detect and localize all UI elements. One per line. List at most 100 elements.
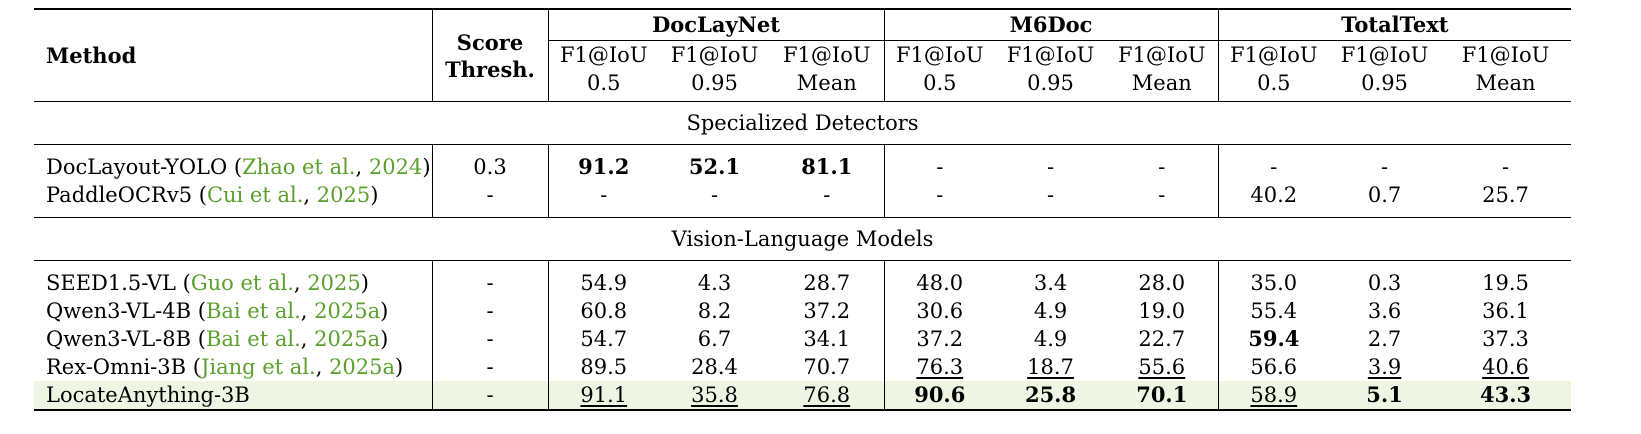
method-name-cell: DocLayout-YOLO (Zhao et al., 2024) bbox=[34, 153, 432, 181]
metric-value-text: 37.2 bbox=[916, 327, 964, 351]
metric-header-row-2: 0.5 0.95 Mean 0.5 0.95 Mean 0.5 0.95 Mean bbox=[34, 69, 1572, 102]
citation-author: Bai et al. bbox=[205, 299, 301, 323]
metric-header-threshold: Mean bbox=[1475, 71, 1536, 95]
metric-header-f1-iou: F1@IoU bbox=[1461, 43, 1550, 67]
metric-value: 3.6 bbox=[1329, 297, 1440, 325]
metric-value-text: 3.6 bbox=[1367, 299, 1402, 323]
metric-value: 3.4 bbox=[995, 269, 1106, 297]
metric-value-text: 55.6 bbox=[1138, 355, 1186, 379]
metric-header-f1-iou: F1@IoU bbox=[883, 40, 996, 69]
metric-value: 25.7 bbox=[1440, 181, 1571, 209]
metric-value: - bbox=[1106, 153, 1218, 181]
metric-value-text: 35.0 bbox=[1250, 271, 1298, 295]
citation-author: Guo et al. bbox=[190, 271, 294, 295]
metric-value: 28.0 bbox=[1106, 269, 1218, 297]
metric-value-text: - bbox=[823, 183, 831, 207]
metric-value: 19.5 bbox=[1440, 269, 1571, 297]
group-header-m6doc: M6Doc bbox=[883, 9, 1219, 41]
table-row: PaddleOCRv5 (Cui et al., 2025) - - - - - - -40.… bbox=[34, 181, 1571, 209]
metric-value-text: - bbox=[1046, 183, 1055, 207]
citation-close: ) bbox=[380, 327, 389, 351]
metric-value: - bbox=[995, 153, 1106, 181]
metric-value: 89.5 bbox=[547, 353, 659, 381]
method-name: Qwen3-VL-4B ( bbox=[46, 299, 206, 323]
metric-value-text: 4.9 bbox=[1033, 299, 1068, 323]
metric-value: 90.6 bbox=[883, 381, 996, 410]
method-name: LocateAnything-3B bbox=[46, 383, 250, 407]
metric-value: 34.1 bbox=[770, 325, 884, 353]
metric-value: - bbox=[547, 181, 659, 209]
spacer-row bbox=[34, 209, 1571, 218]
metric-value-text: 25.8 bbox=[1024, 382, 1077, 407]
metric-header-threshold: 0.5 bbox=[1217, 69, 1330, 102]
metric-header-f1-iou: F1@IoU bbox=[782, 43, 871, 67]
metric-value: 55.4 bbox=[1217, 297, 1330, 325]
metric-value: 35.0 bbox=[1217, 269, 1330, 297]
metric-value-text: 36.1 bbox=[1482, 299, 1529, 323]
metric-value: 37.2 bbox=[883, 325, 996, 353]
metric-value: 76.8 bbox=[770, 381, 885, 410]
metric-value-text: 3.9 bbox=[1367, 355, 1402, 379]
metric-value: 81.1 bbox=[770, 153, 884, 181]
metric-value-text: 2.7 bbox=[1367, 327, 1402, 351]
metric-value: 52.1 bbox=[659, 153, 770, 181]
results-table-container: Method Score Thresh. DocLayNet M6Doc Tot… bbox=[34, 8, 1572, 411]
metric-header-f1-iou: F1@IoU bbox=[1340, 43, 1429, 67]
section-title: Vision-Language Models bbox=[671, 227, 934, 251]
citation-year: 2025 bbox=[307, 271, 361, 295]
metric-value: 4.9 bbox=[995, 325, 1106, 353]
method-name-cell: Qwen3-VL-8B (Bai et al., 2025a) bbox=[34, 325, 432, 353]
method-name: SEED1.5-VL ( bbox=[46, 271, 191, 295]
method-name-cell: LocateAnything-3B bbox=[34, 381, 432, 410]
metric-value: 70.7 bbox=[770, 353, 884, 381]
table-row: LocateAnything-3B - 91.1 35.8 76.8 90.6 25.8 70… bbox=[34, 381, 1572, 410]
citation-year: 2025a bbox=[329, 355, 396, 379]
score-thresh-value: - bbox=[431, 325, 548, 353]
metric-header-threshold: 0.5 bbox=[883, 69, 996, 102]
metric-value-text: 34.1 bbox=[803, 327, 851, 351]
metric-value: 0.3 bbox=[1329, 269, 1440, 297]
results-table: Method Score Thresh. DocLayNet M6Doc Tot… bbox=[34, 8, 1572, 411]
metric-value: 54.7 bbox=[547, 325, 659, 353]
metric-value: - bbox=[1329, 153, 1440, 181]
metric-value-text: - bbox=[1158, 155, 1166, 179]
metric-value: 43.3 bbox=[1440, 381, 1572, 410]
citation-close: ) bbox=[370, 183, 379, 207]
metric-value-text: 81.1 bbox=[801, 154, 853, 179]
metric-value: 22.7 bbox=[1106, 325, 1218, 353]
metric-value-text: 0.3 bbox=[1367, 271, 1402, 295]
metric-value-text: 35.8 bbox=[691, 383, 738, 407]
metric-value: 60.8 bbox=[547, 297, 659, 325]
metric-value-text: 40.6 bbox=[1482, 355, 1529, 379]
method-name-cell: Rex-Omni-3B (Jiang et al., 2025a) bbox=[34, 353, 432, 381]
metric-value: - bbox=[883, 181, 996, 209]
metric-value: 48.0 bbox=[883, 269, 996, 297]
metric-value-text: - bbox=[1270, 155, 1278, 179]
score-thresh-value: 0.3 bbox=[431, 153, 548, 181]
metric-value-text: 6.7 bbox=[697, 327, 732, 351]
score-thresh-header: Score Thresh. bbox=[431, 9, 548, 102]
metric-value: 30.6 bbox=[883, 297, 996, 325]
score-thresh-value: - bbox=[431, 381, 548, 410]
metric-value-text: 48.0 bbox=[916, 271, 964, 295]
citation-year: 2025a bbox=[314, 299, 381, 323]
metric-value: 91.1 bbox=[547, 381, 659, 410]
citation-close: ) bbox=[422, 155, 431, 179]
metric-value-text: - bbox=[1046, 155, 1055, 179]
spacer-row bbox=[34, 144, 1572, 153]
metric-value-text: 43.3 bbox=[1479, 382, 1532, 407]
score-thresh-value: - bbox=[431, 297, 548, 325]
metric-value-text: 37.3 bbox=[1482, 327, 1529, 351]
metric-value-text: 28.4 bbox=[691, 355, 738, 379]
method-name-cell: Qwen3-VL-4B (Bai et al., 2025a) bbox=[34, 297, 432, 325]
metric-header-f1-iou: F1@IoU bbox=[547, 40, 659, 69]
citation-separator: , bbox=[315, 355, 330, 379]
metric-value-text: - bbox=[710, 183, 719, 207]
metric-value: - bbox=[659, 181, 770, 209]
citation-separator: , bbox=[355, 155, 369, 179]
metric-value: 37.3 bbox=[1440, 325, 1571, 353]
citation-author: Zhao et al. bbox=[242, 155, 356, 179]
table-header: Method Score Thresh. DocLayNet M6Doc Tot… bbox=[34, 9, 1572, 102]
citation-author: Bai et al. bbox=[205, 327, 301, 351]
method-header: Method bbox=[34, 9, 432, 102]
